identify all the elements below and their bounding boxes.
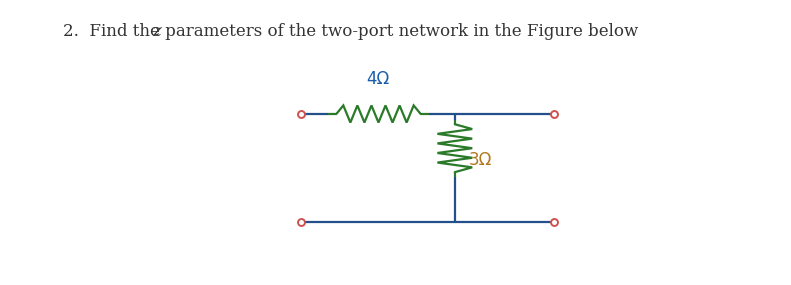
Text: 2.  Find the: 2. Find the (63, 23, 165, 40)
Text: 3Ω: 3Ω (468, 150, 492, 169)
Text: parameters of the two-port network in the Figure below: parameters of the two-port network in th… (160, 23, 638, 40)
Text: z: z (152, 23, 161, 40)
Text: 4Ω: 4Ω (366, 70, 390, 88)
